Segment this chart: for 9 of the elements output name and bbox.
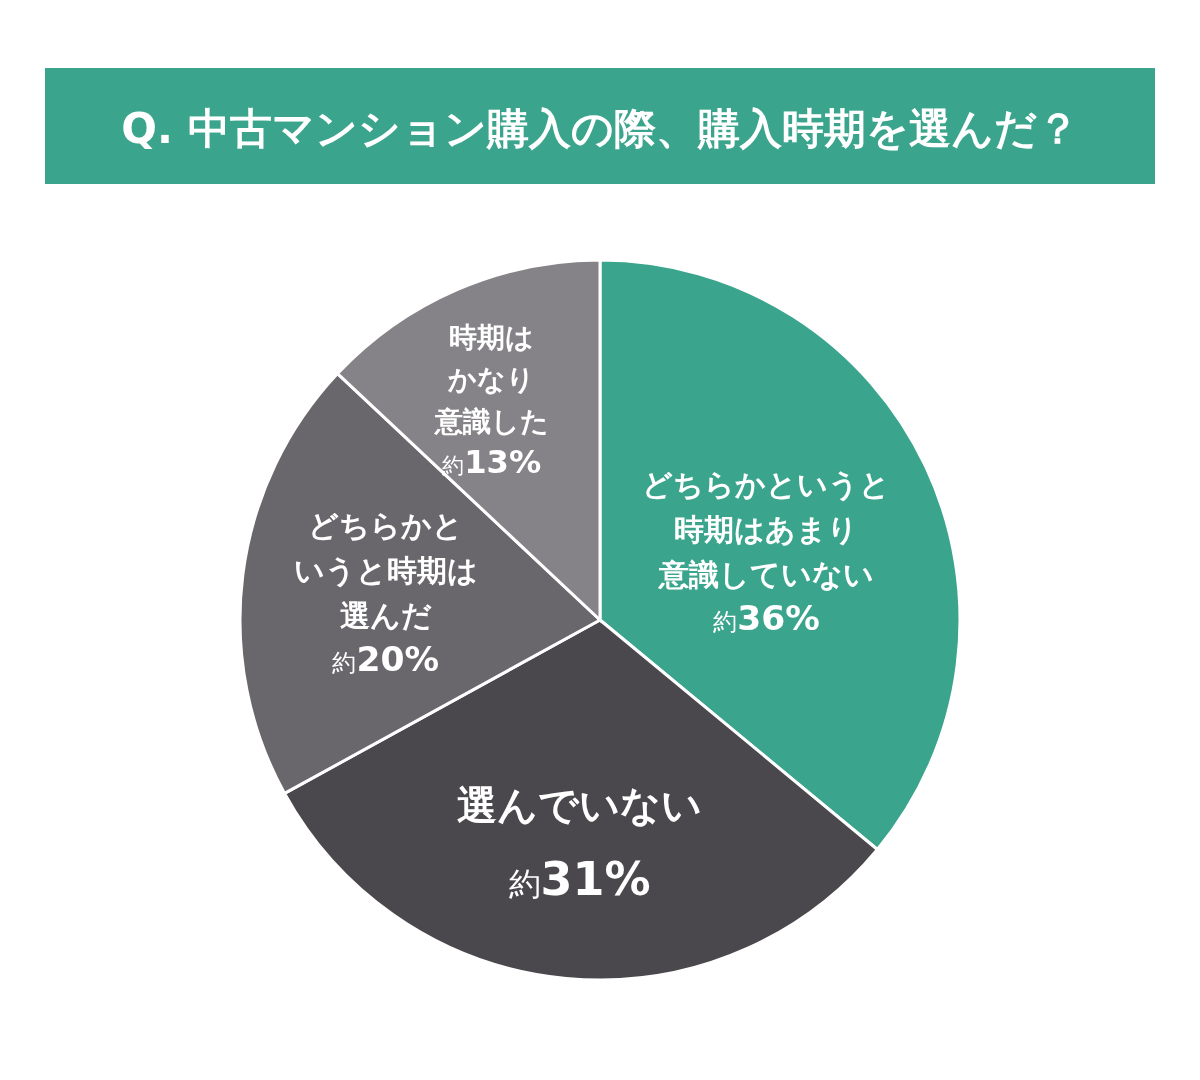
slice-label: どちらかというと時期はあまり意識していない	[642, 466, 891, 592]
chart-title: Q. 中古マンション購入の際、購入時期を選んだ？	[121, 104, 1079, 153]
data-label: 約31%	[508, 852, 651, 907]
data-label: 約36%	[713, 597, 820, 638]
slice-label: どちらかというと時期は選んだ	[293, 507, 478, 633]
data-label: 約13%	[442, 443, 542, 482]
data-label: 約20%	[332, 638, 439, 679]
slice-label: 時期はかなり意識した	[432, 321, 549, 439]
slice-label: 選んでいない	[457, 782, 703, 829]
